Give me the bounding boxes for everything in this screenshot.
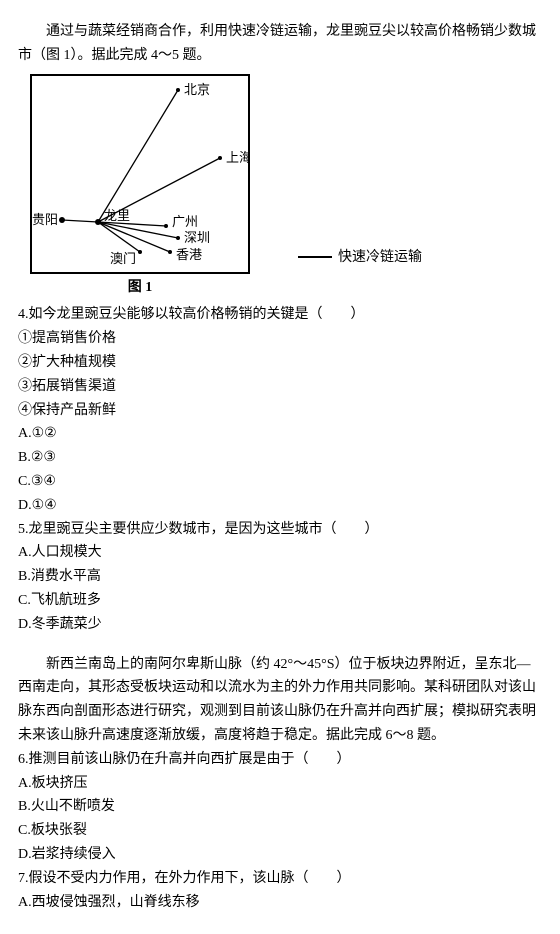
svg-text:香港: 香港 <box>176 247 202 262</box>
svg-text:澳门: 澳门 <box>110 251 136 266</box>
q4-s4: ④保持产品新鲜 <box>18 399 542 423</box>
q6-b: B.火山不断喷发 <box>18 795 542 819</box>
q6-a: A.板块挤压 <box>18 772 542 796</box>
q6-d: D.岩浆持续侵入 <box>18 843 542 867</box>
q4-s2: ②扩大种植规模 <box>18 351 542 375</box>
q7-a: A.西坡侵蚀强烈，山脊线东移 <box>18 891 542 915</box>
figure-1-svg: 北京上海贵阳 龙里 广州深圳香港 澳门 <box>30 74 250 274</box>
q4-b: B.②③ <box>18 446 542 470</box>
passage-2: 新西兰南岛上的南阿尔卑斯山脉（约 42°～45°S）位于板块边界附近，呈东北—西… <box>18 653 542 748</box>
q5-d: D.冬季蔬菜少 <box>18 613 542 637</box>
q6-c: C.板块张裂 <box>18 819 542 843</box>
svg-text:广州: 广州 <box>172 214 198 229</box>
q7-stem: 7.假设不受内力作用，在外力作用下，该山脉（ ） <box>18 867 542 891</box>
q4-d: D.①④ <box>18 494 542 518</box>
svg-text:上海: 上海 <box>226 150 250 165</box>
q5-a: A.人口规模大 <box>18 541 542 565</box>
figure-1-legend: 快速冷链运输 <box>298 246 422 270</box>
legend-line <box>298 256 332 258</box>
figure-1-caption: 图 1 <box>30 276 250 300</box>
q5-stem: 5.龙里豌豆尖主要供应少数城市，是因为这些城市（ ） <box>18 518 542 542</box>
q4-s1: ①提高销售价格 <box>18 327 542 351</box>
q5-b: B.消费水平高 <box>18 565 542 589</box>
q4-s3: ③拓展销售渠道 <box>18 375 542 399</box>
q6-stem: 6.推测目前该山脉仍在升高并向西扩展是由于（ ） <box>18 748 542 772</box>
svg-text:深圳: 深圳 <box>184 230 210 245</box>
q4-c: C.③④ <box>18 470 542 494</box>
svg-text:北京: 北京 <box>184 82 210 97</box>
svg-text:龙里: 龙里 <box>104 208 130 223</box>
figure-1: 北京上海贵阳 龙里 广州深圳香港 澳门 图 1 快速冷链运输 <box>30 74 542 300</box>
q4-a: A.①② <box>18 422 542 446</box>
intro-text: 通过与蔬菜经销商合作，利用快速冷链运输，龙里豌豆尖以较高价格畅销少数城市（图 1… <box>18 20 542 68</box>
svg-text:贵阳: 贵阳 <box>32 212 58 227</box>
legend-text: 快速冷链运输 <box>338 246 422 270</box>
q5-c: C.飞机航班多 <box>18 589 542 613</box>
q4-stem: 4.如今龙里豌豆尖能够以较高价格畅销的关键是（ ） <box>18 303 542 327</box>
